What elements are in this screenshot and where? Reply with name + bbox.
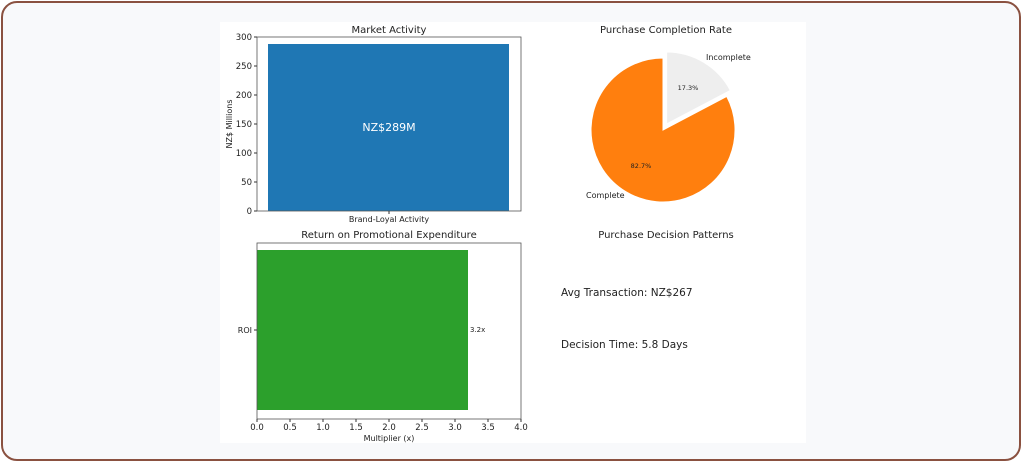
svg-text:2.0: 2.0: [382, 423, 396, 433]
decision-patterns-panel: Purchase Decision Patterns Avg Transacti…: [561, 230, 734, 351]
svg-text:0: 0: [247, 207, 252, 217]
svg-text:1.0: 1.0: [316, 423, 330, 433]
slice-label-incomplete: Incomplete: [706, 53, 751, 62]
svg-text:250: 250: [236, 62, 252, 72]
svg-text:50: 50: [241, 178, 252, 188]
svg-text:150: 150: [236, 120, 252, 130]
slice-label-complete: Complete: [586, 191, 625, 200]
bar-annotation: NZ$289M: [362, 121, 415, 134]
slice-pct-complete: 82.7%: [631, 162, 652, 170]
market-activity-chart: Market Activity NZ$289M 0 50 100 150 200…: [225, 25, 522, 224]
svg-text:100: 100: [236, 149, 252, 159]
purchase-completion-pie: Purchase Completion Rate 17.3% 82.7% Inc…: [586, 25, 751, 203]
svg-text:1.5: 1.5: [349, 423, 363, 433]
pie-slice-incomplete: [666, 51, 731, 125]
svg-text:4.0: 4.0: [514, 423, 528, 433]
bar-brand-loyal-activity: [268, 44, 509, 211]
x-axis: 0.0 0.5 1.0 1.5 2.0 2.5 3.0 3.5 4.0 Mult…: [250, 419, 528, 443]
svg-text:0.0: 0.0: [250, 423, 264, 433]
stat-avg-transaction: Avg Transaction: NZ$267: [561, 287, 693, 299]
svg-text:0.5: 0.5: [283, 423, 297, 433]
svg-text:3.0: 3.0: [448, 423, 462, 433]
svg-text:200: 200: [236, 91, 252, 101]
y-tick-label: ROI: [238, 326, 252, 335]
pie-slice-complete: [590, 57, 736, 203]
slice-pct-incomplete: 17.3%: [678, 84, 699, 92]
chart-title: Market Activity: [352, 25, 427, 36]
roi-chart: Return on Promotional Expenditure 3.2x R…: [238, 230, 528, 443]
panel-title: Purchase Decision Patterns: [598, 230, 734, 241]
svg-text:300: 300: [236, 33, 252, 43]
bar-roi: [257, 250, 468, 410]
chart-title: Purchase Completion Rate: [600, 25, 732, 36]
y-axis: 0 50 100 150 200 250 300 NZ$ Millions: [225, 33, 257, 217]
y-axis-label: NZ$ Millions: [225, 99, 234, 148]
bar-annotation: 3.2x: [470, 326, 485, 334]
svg-text:2.5: 2.5: [415, 423, 429, 433]
stat-decision-time: Decision Time: 5.8 Days: [561, 339, 688, 351]
x-axis-label: Multiplier (x): [364, 434, 415, 443]
x-tick-label: Brand-Loyal Activity: [349, 215, 430, 224]
svg-text:3.5: 3.5: [481, 423, 495, 433]
chart-title: Return on Promotional Expenditure: [301, 230, 476, 241]
